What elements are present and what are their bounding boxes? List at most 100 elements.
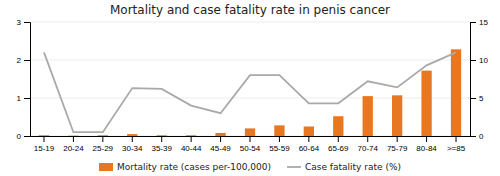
grid-line [30, 60, 470, 61]
legend-item: Mortality rate (cases per-100,000) [99, 162, 271, 172]
x-tick: 45-49 [210, 136, 231, 153]
x-tick-mark [250, 136, 251, 142]
grid-line [30, 98, 470, 99]
x-tick: 65-69 [328, 136, 349, 153]
marks [39, 49, 461, 136]
x-tick-label: 75-79 [387, 144, 408, 153]
x-tick: 75-79 [387, 136, 408, 153]
x-tick: 20-24 [63, 136, 84, 153]
x-tick: 35-39 [151, 136, 172, 153]
x-tick-label: 50-54 [240, 144, 261, 153]
bar [333, 116, 343, 136]
y-tick: 1 [17, 94, 30, 103]
x-tick-label: 70-74 [357, 144, 378, 153]
x-tick-mark [191, 136, 192, 142]
x-tick-label: 30-34 [122, 144, 143, 153]
y-tick-mark [24, 98, 30, 99]
chart: Mortality and case fatality rate in peni… [0, 0, 500, 176]
x-tick-mark [456, 136, 457, 142]
y-tick-label: 1 [17, 94, 22, 103]
x-tick: 40-44 [181, 136, 202, 153]
legend-swatch [99, 163, 113, 171]
line [44, 52, 456, 132]
bar [215, 133, 225, 136]
bar [39, 135, 49, 136]
x-tick: 60-64 [299, 136, 320, 153]
legend: Mortality rate (cases per-100,000) Case f… [99, 162, 401, 172]
x-tick-mark [161, 136, 162, 142]
bar [274, 125, 284, 136]
x-tick-label: >=85 [447, 144, 466, 153]
legend-label: Mortality rate (cases per-100,000) [117, 162, 271, 172]
x-tick-mark [73, 136, 74, 142]
y-tick: 0 [17, 132, 30, 141]
bar [304, 127, 314, 137]
bar [421, 71, 431, 136]
y-axis: 0 1 2 3 [17, 18, 31, 141]
x-tick-label: 25-29 [93, 144, 114, 153]
y2-tick-mark [470, 60, 476, 61]
x-tick: >=85 [447, 136, 466, 153]
y2-axis: 0 5 10 15 [470, 18, 488, 141]
bar [127, 134, 137, 136]
y-tick-label: 3 [17, 18, 22, 27]
x-tick-label: 65-69 [328, 144, 349, 153]
grid [30, 22, 470, 136]
x-tick: 30-34 [122, 136, 143, 153]
x-tick-mark [102, 136, 103, 142]
x-tick-mark [338, 136, 339, 142]
grid-line [30, 22, 470, 23]
x-tick-mark [279, 136, 280, 142]
x-tick: 50-54 [240, 136, 261, 153]
bar [157, 135, 167, 136]
x-tick-label: 40-44 [181, 144, 202, 153]
y-axis-line [24, 23, 31, 137]
y2-tick: 0 [470, 132, 484, 141]
x-tick-mark [367, 136, 368, 142]
y2-tick-mark [470, 22, 476, 23]
x-tick-label: 55-59 [269, 144, 290, 153]
x-tick-mark [132, 136, 133, 142]
y2-tick-label: 0 [479, 132, 484, 141]
bar [451, 49, 461, 136]
bar [98, 135, 108, 136]
x-tick-label: 60-64 [299, 144, 320, 153]
x-tick: 15-19 [34, 136, 55, 153]
x-axis: 15-19 20-24 25-29 30-34 35-39 40-44 45-49 50-54… [31, 136, 471, 153]
x-tick-label: 80-84 [416, 144, 437, 153]
y2-tick: 10 [470, 56, 488, 65]
x-tick-label: 45-49 [210, 144, 231, 153]
bar [392, 95, 402, 136]
bar [363, 96, 373, 136]
legend-item: Case fatality rate (%) [287, 162, 401, 172]
y-tick-label: 2 [17, 56, 22, 65]
legend-swatch [287, 166, 301, 168]
x-tick: 55-59 [269, 136, 290, 153]
y2-tick-label: 5 [479, 94, 484, 103]
y-tick: 3 [17, 18, 30, 27]
y-tick-mark [24, 136, 30, 137]
x-tick-mark [43, 136, 44, 142]
x-tick-label: 15-19 [34, 144, 55, 153]
y-tick-label: 0 [17, 132, 22, 141]
x-tick-label: 20-24 [63, 144, 84, 153]
y2-tick: 5 [470, 94, 484, 103]
x-tick-mark [220, 136, 221, 142]
bar [68, 135, 78, 136]
y2-tick-mark [470, 98, 476, 99]
y-tick: 2 [17, 56, 30, 65]
y-tick-mark [24, 60, 30, 61]
x-tick: 80-84 [416, 136, 437, 153]
y2-axis-line [471, 23, 477, 137]
bar [245, 128, 255, 136]
y2-tick: 15 [470, 18, 488, 27]
x-tick-mark [397, 136, 398, 142]
bar [186, 135, 196, 136]
y2-tick-mark [470, 136, 476, 137]
x-tick: 25-29 [93, 136, 114, 153]
y-tick-mark [24, 22, 30, 23]
y2-tick-label: 10 [479, 56, 488, 65]
title: Mortality and case fatality rate in peni… [110, 3, 390, 17]
x-tick-mark [308, 136, 309, 142]
x-tick-mark [426, 136, 427, 142]
